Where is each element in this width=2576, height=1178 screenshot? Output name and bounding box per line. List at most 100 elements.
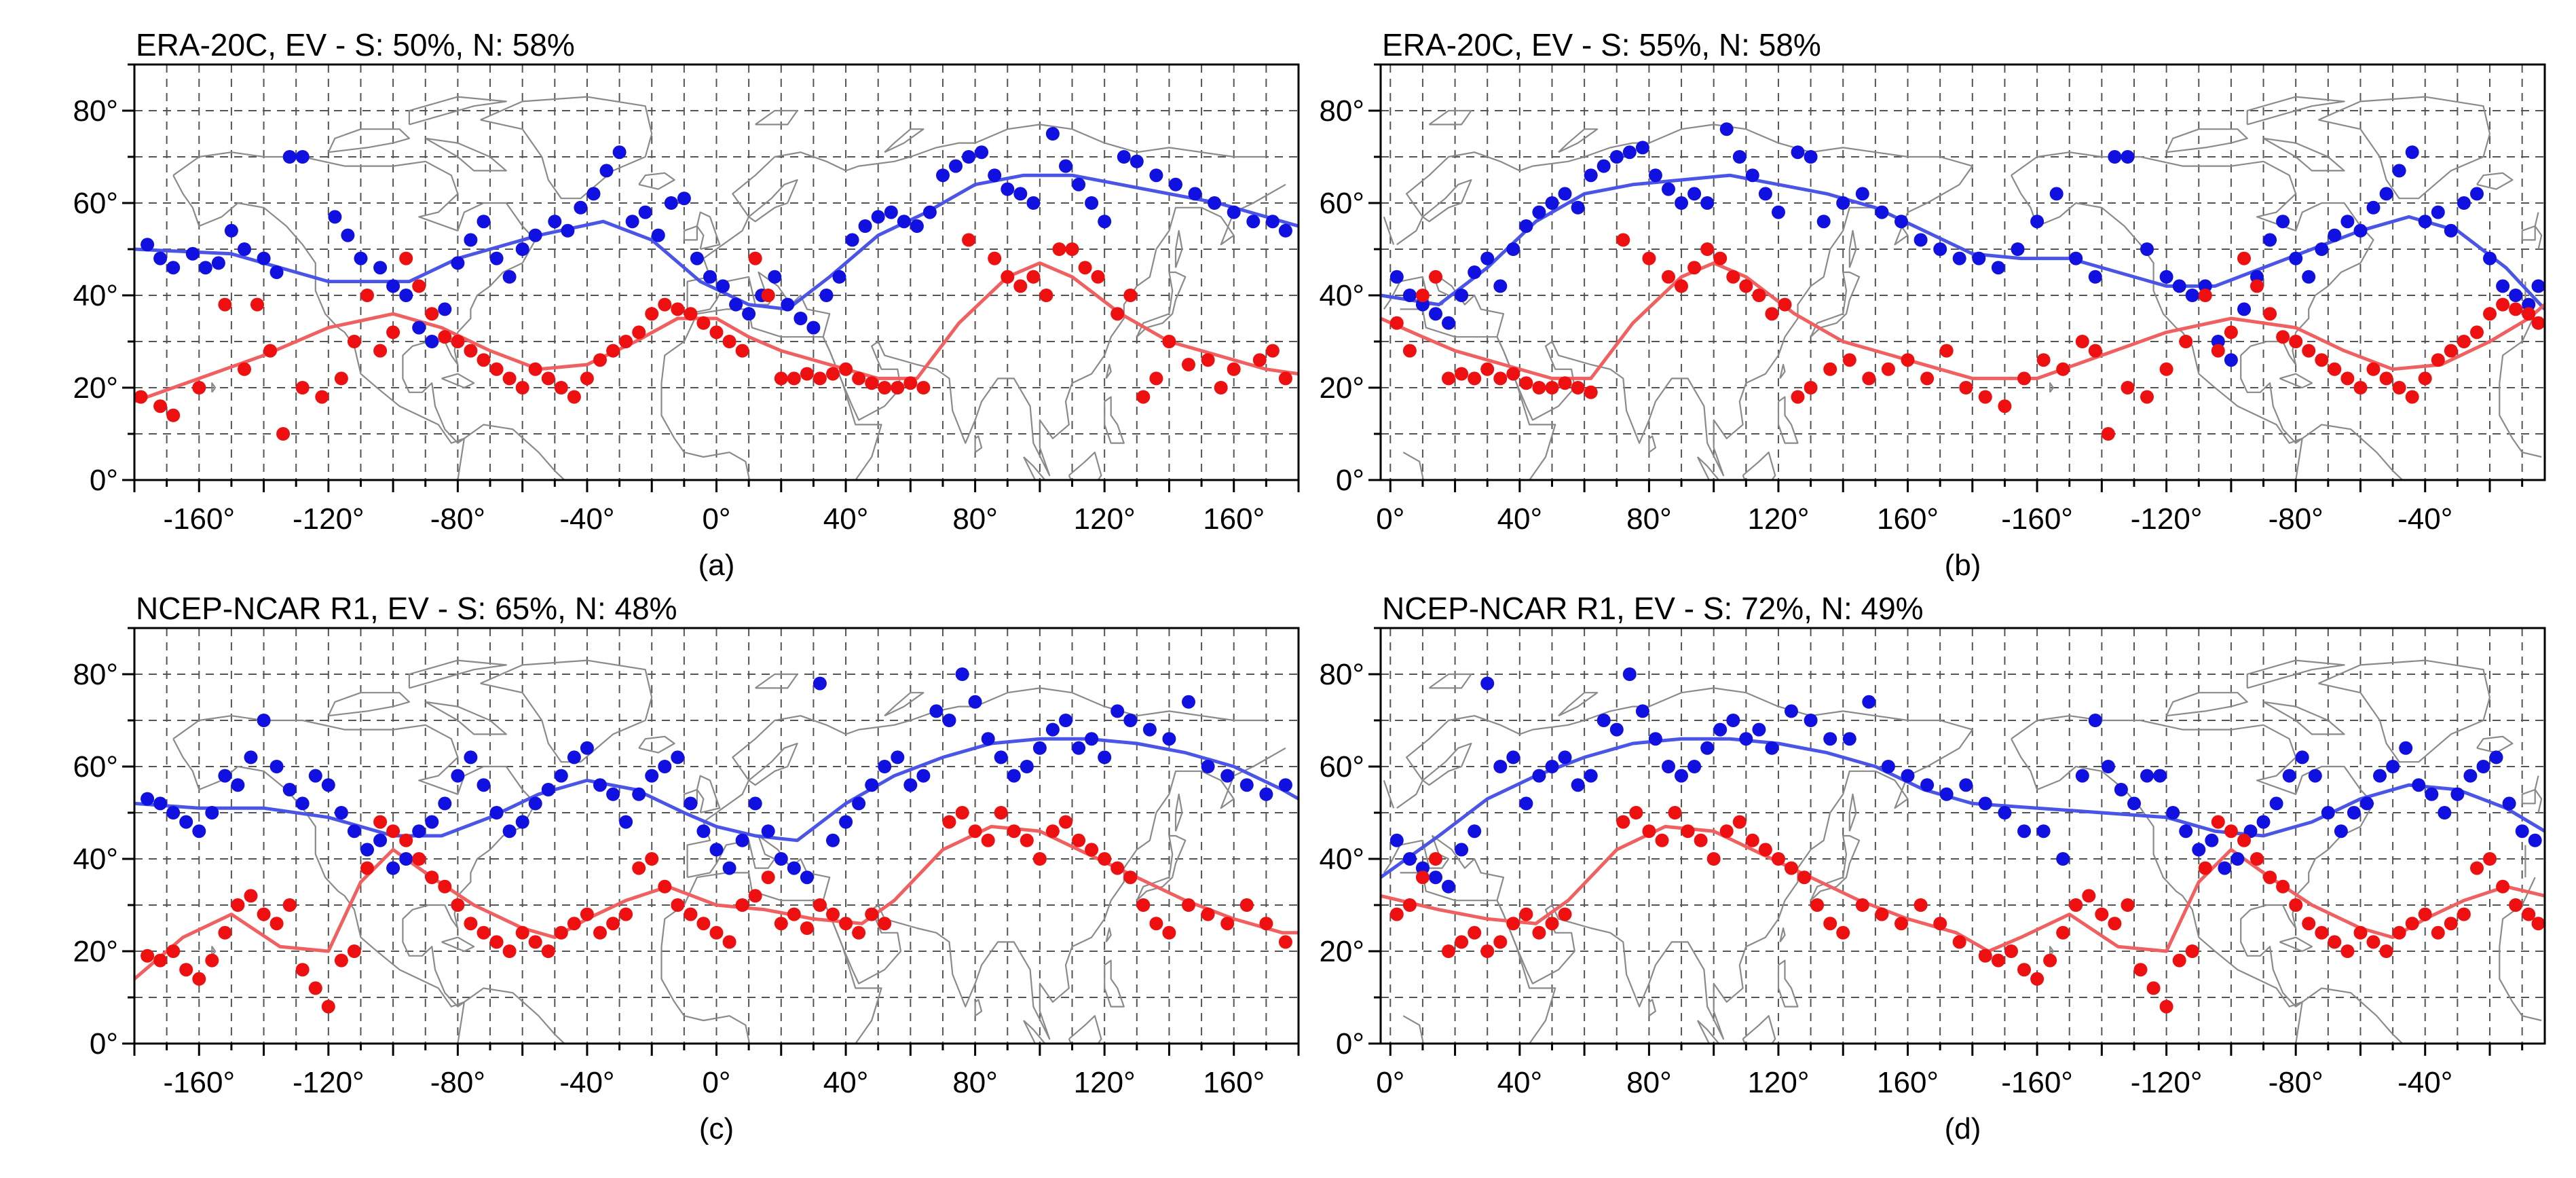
point-s [1836,925,1850,940]
point-n [1972,251,1986,265]
gridlines [1381,628,2545,1044]
point-s [1978,390,1992,404]
point-s [1629,806,1643,820]
point-s [2431,925,2445,940]
point-n [1713,722,1728,737]
point-n [1455,289,1469,302]
point-s [1532,381,1546,394]
point-s [619,907,633,921]
point-s [1778,297,1792,312]
point-n [2386,760,2400,773]
point-n [1836,196,1850,210]
point-s [321,999,335,1014]
coastline [2165,128,2248,153]
point-s [2302,917,2316,931]
point-n [2373,769,2387,783]
point-n [1032,741,1047,755]
y-tick-label: 20° [73,935,118,968]
point-n [1597,714,1611,727]
point-n [787,861,801,875]
point-s [709,925,724,940]
point-s [1933,917,1947,931]
point-s [2470,861,2484,875]
point-n [2108,150,2122,164]
point-s [1991,953,2005,968]
point-s [722,935,736,949]
point-s [2108,917,2122,931]
coastline [1174,229,1183,268]
point-s [2172,953,2186,968]
point-n [806,320,821,335]
point-n [2315,242,2329,256]
point-s [1278,371,1292,386]
point-s [1745,833,1759,847]
x-tick-label: 40° [823,1066,869,1099]
point-s [1952,935,1966,949]
y-tick-label: 20° [73,371,118,405]
point-s [2198,289,2212,302]
panel-title: ERA-20C, EV - S: 55%, N: 58% [1382,27,1821,62]
point-s [658,879,672,894]
y-tick-label: 0° [1336,464,1364,497]
point-n [1026,196,1041,210]
point-s [1220,917,1235,931]
point-s [134,390,148,404]
point-n [1732,150,1747,164]
coastline [2011,715,2374,1008]
point-n [897,215,911,229]
point-s [981,833,995,847]
point-n [1881,760,1895,773]
point-s [988,251,1002,265]
point-s [839,362,853,376]
point-s [865,907,879,921]
x-tick-label: 160° [1877,1066,1939,1099]
point-s [722,335,736,348]
point-s [1442,371,1455,386]
point-s [787,371,801,386]
point-n [238,242,251,256]
point-s [1162,925,1176,940]
point-s [1655,833,1669,847]
x-tick-label: -120° [293,1066,365,1099]
point-n [1648,732,1662,746]
point-s [276,427,291,441]
point-s [1998,399,2012,413]
point-s [2036,353,2051,367]
coastline [748,742,798,786]
fit-line-n-fit [134,173,1299,311]
point-n [1468,265,1482,279]
point-s [205,953,219,968]
point-n [1429,870,1442,885]
point-n [2489,750,2503,765]
point-n [949,159,963,173]
point-s [1791,390,1805,404]
point-n [865,778,879,792]
point-s [1765,307,1779,321]
point-n [684,796,698,811]
point-s [1506,367,1520,381]
point-s [2289,898,2303,912]
point-n [690,251,704,265]
point-n [1265,215,1280,229]
point-n [1875,205,1889,219]
point-s [632,325,646,339]
point-n [1687,187,1702,201]
point-s [800,921,814,935]
point-s [1402,898,1417,912]
point-n [477,215,491,229]
point-n [2230,852,2245,866]
point-n [412,320,426,335]
point-n [794,312,808,325]
point-n [2153,769,2167,783]
point-n [1571,200,1585,215]
point-s [1493,371,1508,386]
point-s [606,917,620,931]
point-n [2256,815,2271,829]
point-n [781,297,795,312]
point-n [2483,251,2497,265]
point-s [489,935,504,949]
point-n [638,205,652,219]
point-n [1142,722,1157,737]
point-n [2121,150,2135,164]
point-n [1675,769,1688,783]
